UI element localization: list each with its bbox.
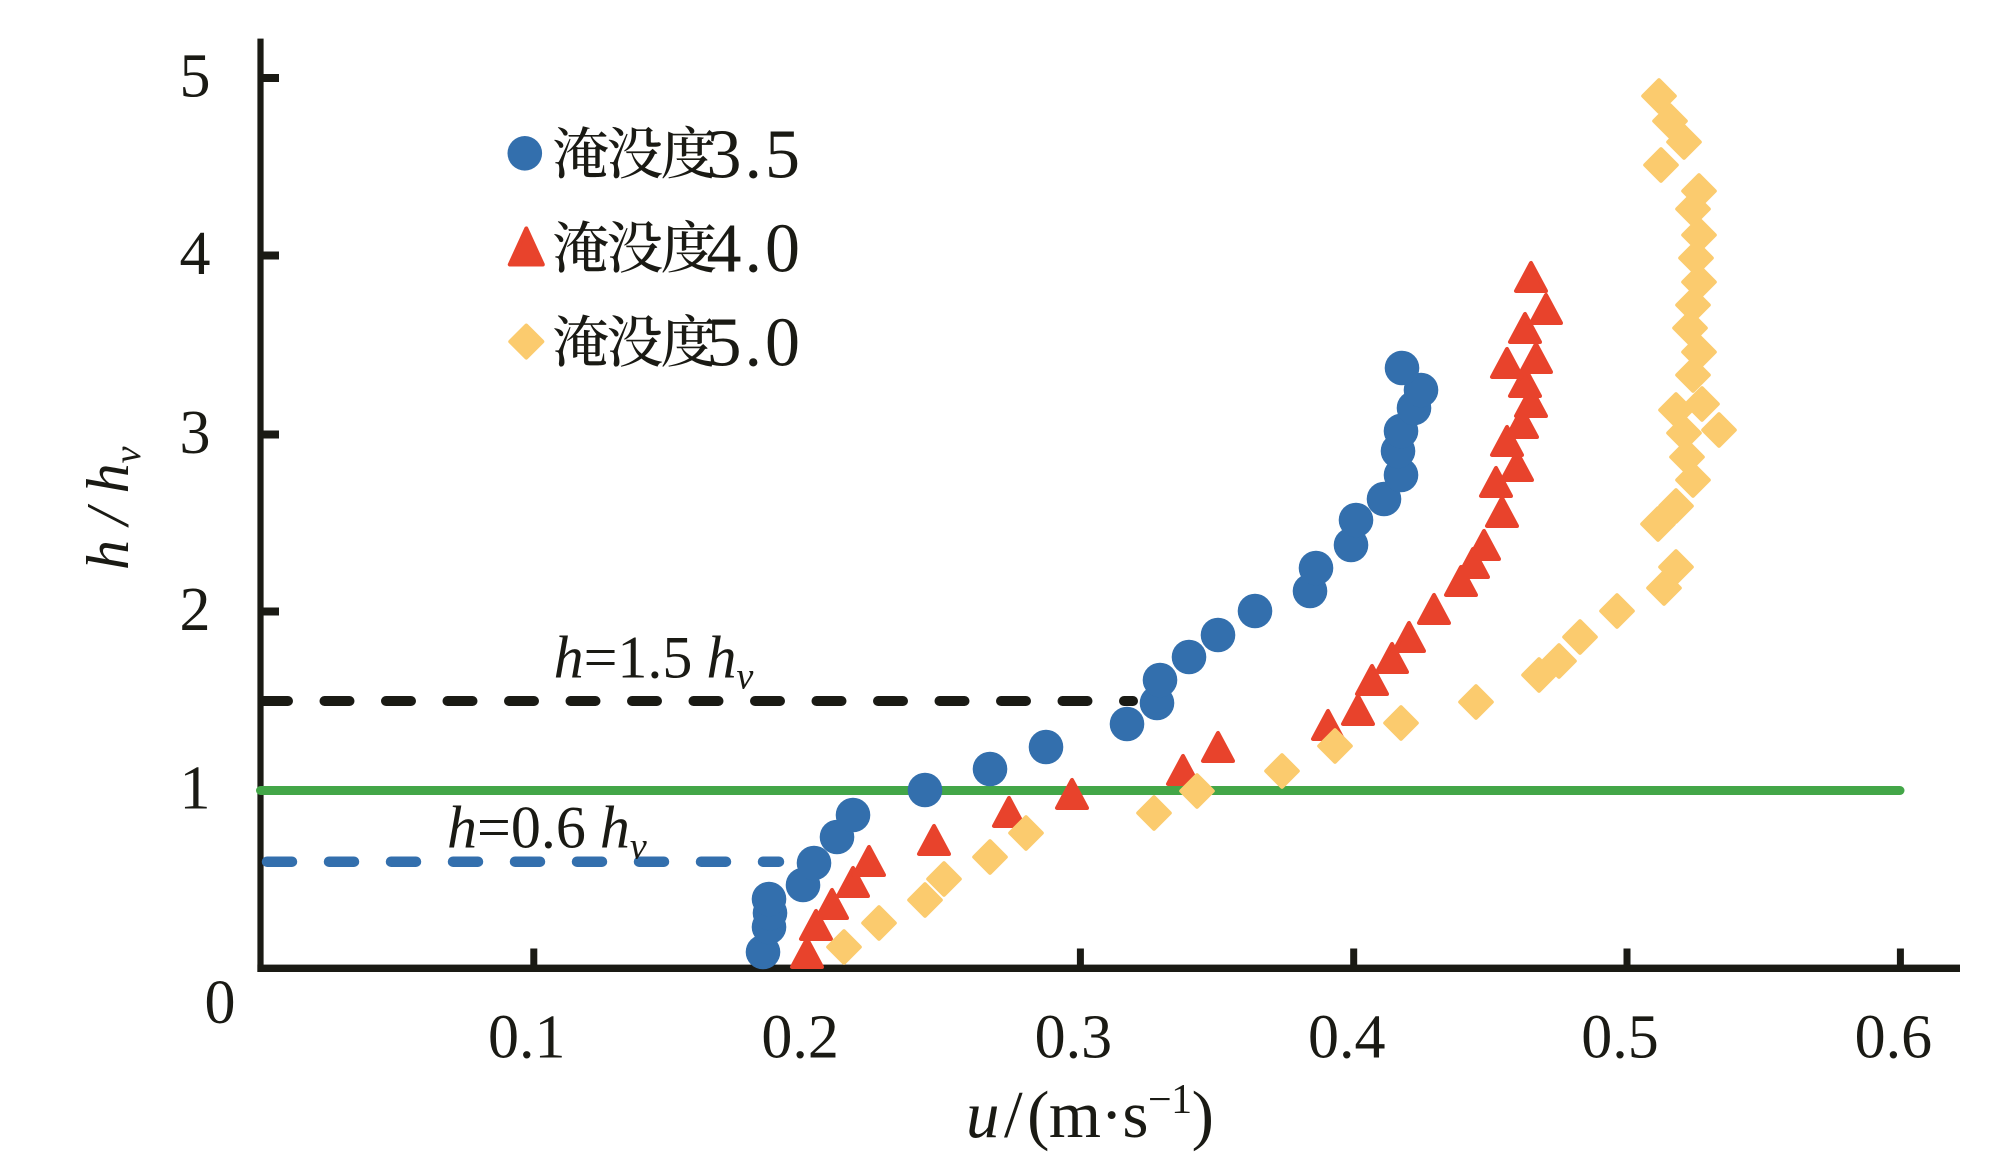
svg-text:5.0: 5.0 <box>707 305 804 382</box>
svg-text:3.5: 3.5 <box>707 116 804 193</box>
svg-text:0.1: 0.1 <box>488 1004 566 1072</box>
svg-text:0.4: 0.4 <box>1308 1004 1386 1072</box>
svg-text:4.0: 4.0 <box>707 211 804 288</box>
svg-text:h=1.5hv: h=1.5 hv <box>554 625 754 698</box>
svg-text:1: 1 <box>180 755 211 823</box>
svg-text:0: 0 <box>205 969 236 1037</box>
svg-text:0.5: 0.5 <box>1581 1004 1659 1072</box>
svg-text:4: 4 <box>180 220 211 288</box>
svg-text:2: 2 <box>180 576 211 644</box>
svg-text:5: 5 <box>180 43 211 111</box>
svg-text:h=0.6hv: h=0.6 hv <box>447 795 647 868</box>
svg-text:0.2: 0.2 <box>761 1004 839 1072</box>
svg-text:0.6: 0.6 <box>1855 1004 1933 1072</box>
svg-text:0.3: 0.3 <box>1035 1004 1113 1072</box>
svg-text:u/(m·s−1): u/(m·s−1) <box>966 1077 1213 1152</box>
svg-text:3: 3 <box>180 399 211 467</box>
svg-text:h / hv: h / hv <box>75 446 149 570</box>
